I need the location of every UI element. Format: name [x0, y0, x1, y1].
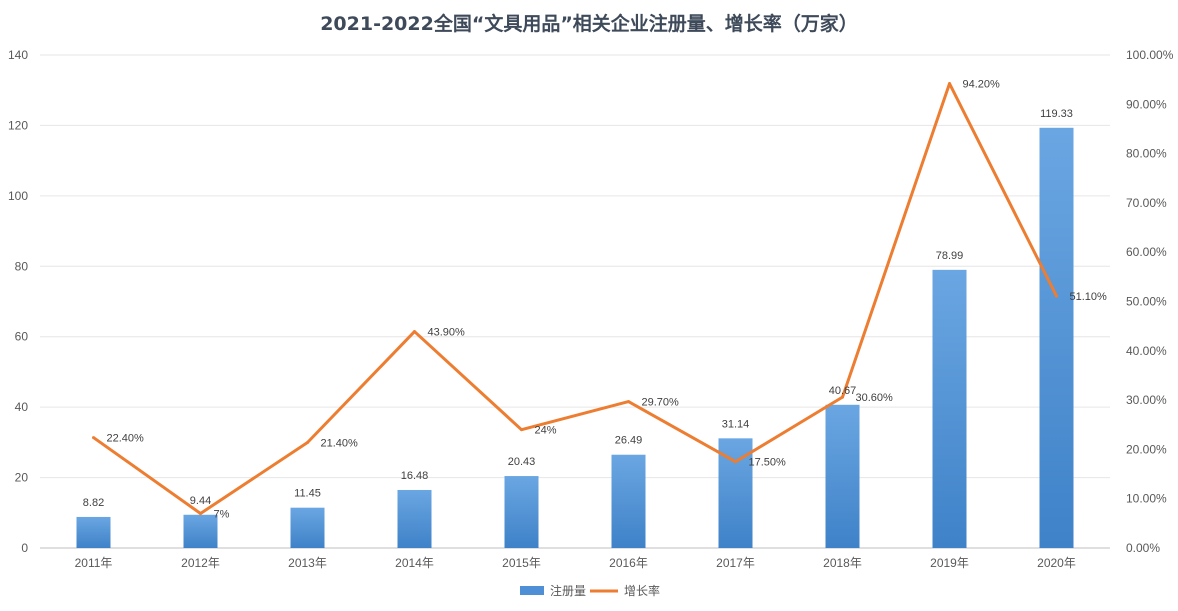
x-tick-label: 2018年 [823, 556, 862, 570]
y-left-tick-label: 120 [8, 118, 28, 132]
y-right-tick-label: 70.00% [1126, 196, 1167, 210]
line-value-label: 29.70% [642, 397, 680, 409]
y-right-tick-label: 40.00% [1126, 344, 1167, 358]
y-right-tick-label: 0.00% [1126, 541, 1160, 555]
line-value-label: 7% [214, 508, 230, 520]
y-right-tick-label: 80.00% [1126, 147, 1167, 161]
line-value-label: 24% [535, 425, 557, 437]
legend-bar-label: 注册量 [550, 583, 586, 598]
line-point [199, 511, 202, 515]
x-tick-label: 2019年 [930, 556, 969, 570]
line-point [520, 428, 523, 432]
bar [504, 476, 539, 548]
x-tick-label: 2013年 [288, 556, 327, 570]
line-point [306, 440, 309, 444]
bar-value-label: 9.44 [190, 495, 211, 507]
bar-value-label: 11.45 [294, 488, 321, 500]
y-right-tick-label: 60.00% [1126, 245, 1167, 259]
line-value-label: 22.40% [107, 433, 145, 445]
line-value-label: 21.40% [321, 437, 359, 449]
line-point [1055, 294, 1058, 298]
y-left-tick-label: 0 [21, 541, 28, 555]
bar-value-label: 26.49 [615, 435, 643, 447]
bar [611, 454, 646, 548]
grid-lines [40, 54, 1110, 549]
bar [76, 516, 111, 548]
bar-value-label: 40.67 [829, 385, 857, 397]
x-tick-label: 2011年 [75, 556, 113, 570]
x-tick-label: 2014年 [395, 556, 434, 570]
legend-bar-swatch [520, 586, 544, 595]
bar-value-label: 16.48 [401, 470, 429, 482]
line-value-label: 30.60% [856, 392, 894, 404]
y-left-tick-label: 140 [8, 48, 28, 62]
bar-value-label: 31.14 [722, 418, 750, 430]
line-point [841, 395, 844, 399]
y-right-tick-label: 50.00% [1126, 295, 1167, 309]
y-left-tick-label: 60 [15, 330, 29, 344]
axis-labels: 0 20 40 60 80 100 120 140 0.00% 10.00% 20.00% 30.00… [8, 48, 1174, 570]
bar [397, 489, 432, 548]
line-point [734, 460, 737, 464]
line-value-label: 43.90% [428, 327, 466, 339]
y-left-tick-label: 40 [15, 400, 29, 414]
line-point [413, 330, 416, 334]
legend: 注册量 增长率 [520, 583, 660, 598]
line-point [627, 400, 630, 404]
bar [825, 404, 860, 548]
bar [290, 507, 325, 548]
y-right-tick-label: 30.00% [1126, 393, 1167, 407]
y-left-tick-label: 100 [8, 189, 28, 203]
line-series [92, 82, 1058, 515]
x-tick-label: 2020年 [1037, 556, 1076, 570]
line-value-label: 94.20% [963, 79, 1001, 91]
bar-value-label: 20.43 [508, 456, 536, 468]
bar-value-label: 78.99 [936, 250, 964, 262]
bar [183, 514, 218, 548]
line-value-label: 51.10% [1070, 291, 1108, 303]
line-point [948, 82, 951, 86]
y-left-tick-label: 20 [15, 471, 29, 485]
x-tick-label: 2017年 [716, 556, 755, 570]
bar-value-label: 119.33 [1040, 108, 1073, 120]
line-point [92, 436, 95, 440]
bar [1039, 127, 1074, 548]
bar [932, 269, 967, 548]
bar-value-label: 8.82 [83, 497, 104, 509]
x-tick-label: 2015年 [502, 556, 541, 570]
x-tick-label: 2016年 [609, 556, 648, 570]
y-right-tick-label: 20.00% [1126, 442, 1167, 456]
chart-title: 2021-2022全国“文具用品”相关企业注册量、增长率（万家） [320, 12, 858, 35]
y-left-tick-label: 80 [15, 259, 29, 273]
y-right-tick-label: 90.00% [1126, 97, 1167, 111]
legend-line-label: 增长率 [624, 583, 660, 598]
line-value-label: 17.50% [749, 457, 787, 469]
y-right-tick-label: 100.00% [1126, 48, 1174, 62]
x-tick-label: 2012年 [181, 556, 220, 570]
data-labels: 8.82 9.44 11.45 16.48 20.43 26.49 31.14 40.67 78… [83, 79, 1107, 521]
y-right-tick-label: 10.00% [1126, 492, 1167, 506]
bar-series [76, 127, 1074, 548]
growth-line [92, 82, 1058, 515]
